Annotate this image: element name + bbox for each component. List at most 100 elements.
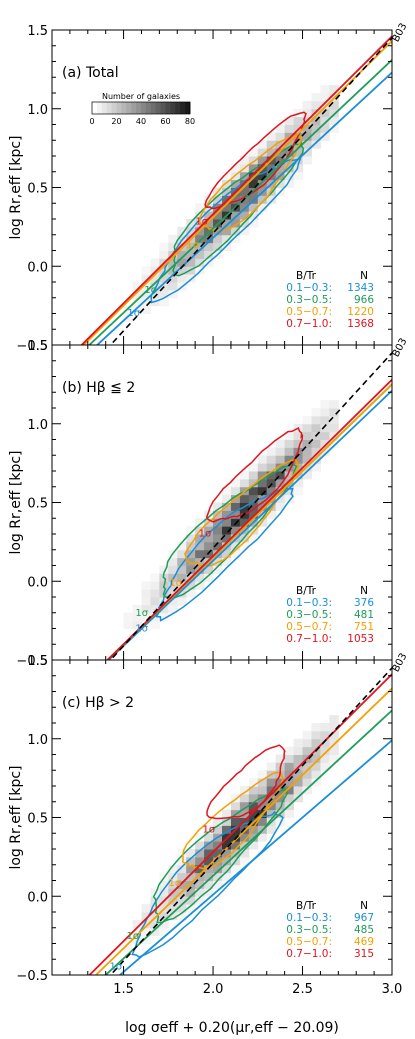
- density-pixel: [230, 234, 241, 244]
- y-tick-label: 1.5: [27, 339, 48, 354]
- density-pixel: [248, 786, 259, 795]
- legend-entry-count: 751: [354, 621, 374, 633]
- density-pixel: [311, 447, 321, 456]
- density-pixel: [284, 171, 295, 181]
- density-pixel: [132, 282, 142, 291]
- colorbar-cell: [145, 102, 152, 114]
- density-pixel: [186, 274, 196, 283]
- density-pixel: [213, 864, 223, 874]
- density-pixel: [177, 864, 187, 874]
- fit-line: [106, 383, 392, 660]
- density-pixel: [132, 919, 142, 929]
- density-pixel: [284, 770, 295, 779]
- density-pixel: [204, 841, 214, 850]
- density-pixel: [293, 754, 304, 763]
- density-pixel: [284, 447, 295, 456]
- density-pixel: [204, 526, 214, 535]
- density-pixel: [248, 463, 259, 472]
- density-pixel: [257, 471, 268, 480]
- density-pixel: [257, 478, 268, 488]
- density-pixel: [204, 825, 214, 834]
- density-pixel: [248, 793, 259, 803]
- density-pixel: [168, 904, 178, 913]
- contour-1sigma: [184, 459, 300, 567]
- density-pixel: [248, 494, 259, 503]
- density-pixel: [195, 557, 205, 566]
- density-pixel: [329, 408, 339, 417]
- density-pixel: [266, 793, 277, 803]
- density-pixel: [141, 274, 151, 283]
- density-pixel: [239, 793, 250, 803]
- panel-label: (a) Total: [62, 65, 119, 81]
- density-pixel: [248, 156, 259, 165]
- legend-entry-name: 0.7−1.0:: [286, 633, 332, 645]
- density-pixel: [275, 778, 286, 787]
- legend-entry-name: 0.1−0.3:: [286, 282, 332, 294]
- density-pixel: [275, 447, 286, 456]
- density-pixel: [168, 581, 178, 590]
- density-pixel: [159, 604, 169, 614]
- density-pixel: [257, 463, 268, 472]
- density-pixel: [302, 140, 312, 149]
- density-pixel: [311, 100, 321, 110]
- density-pixel: [222, 242, 232, 251]
- density-pixel: [302, 148, 312, 157]
- density-pixel: [293, 486, 304, 496]
- density-pixel: [204, 534, 214, 543]
- density-pixel: [320, 124, 330, 133]
- contour-1sigma: [205, 427, 304, 523]
- colorbar-cell: [101, 102, 108, 114]
- density-pixel: [302, 786, 312, 795]
- fit-line: [88, 673, 392, 975]
- panel-plot-area: [80, 35, 392, 345]
- density-pixel: [320, 400, 330, 409]
- density-pixel: [177, 557, 187, 566]
- density-pixel: [284, 746, 295, 755]
- density-pixel: [150, 282, 160, 291]
- sigma-label: 1σ: [127, 308, 140, 319]
- density-pixel: [230, 849, 241, 858]
- y-axis-title: log Rr,eff [kpc]: [8, 450, 24, 554]
- density-pixel: [177, 904, 187, 913]
- density-pixel: [177, 896, 187, 905]
- contour-1sigma: [152, 787, 288, 924]
- density-pixel: [275, 463, 286, 472]
- density-pixel: [123, 313, 134, 322]
- legend-header-bt: B/Tr: [296, 585, 317, 597]
- density-pixel: [293, 163, 304, 173]
- density-pixel: [284, 463, 295, 472]
- density-pixel: [213, 526, 223, 535]
- density-pixel: [302, 471, 312, 480]
- density-pixel: [248, 179, 259, 188]
- density-pixel: [186, 864, 196, 874]
- density-pixel: [266, 132, 277, 141]
- density-pixel: [168, 589, 178, 598]
- colorbar-tick-label: 40: [136, 117, 146, 126]
- colorbar-cell: [185, 102, 191, 114]
- density-pixel: [329, 423, 339, 433]
- density-pixel: [195, 841, 205, 850]
- y-tick-label: 1.0: [27, 103, 48, 118]
- density-pixel: [320, 423, 330, 433]
- colorbar-cell: [96, 102, 103, 114]
- density-pixel: [230, 526, 241, 535]
- y-tick-label: −0.5: [16, 969, 48, 984]
- density-pixel: [302, 439, 312, 448]
- legend-header-n: N: [360, 585, 368, 597]
- density-pixel: [213, 195, 223, 204]
- density-pixel: [320, 730, 330, 740]
- x-tick-label: 1.5: [113, 982, 134, 997]
- density-pixel: [293, 478, 304, 488]
- x-tick-label: 3.0: [382, 982, 403, 997]
- density-pixel: [132, 620, 142, 629]
- density-pixel: [159, 927, 169, 937]
- legend-entry-count: 967: [354, 912, 374, 924]
- density-pixel: [141, 297, 151, 307]
- density-pixel: [266, 825, 277, 834]
- legend-entry-name: 0.1−0.3:: [286, 912, 332, 924]
- sigma-label: 1σ: [135, 624, 148, 635]
- density-pixel: [168, 274, 178, 283]
- density-pixel: [222, 549, 232, 559]
- legend-entry-name: 0.7−1.0:: [286, 948, 332, 960]
- density-pixel: [141, 927, 151, 937]
